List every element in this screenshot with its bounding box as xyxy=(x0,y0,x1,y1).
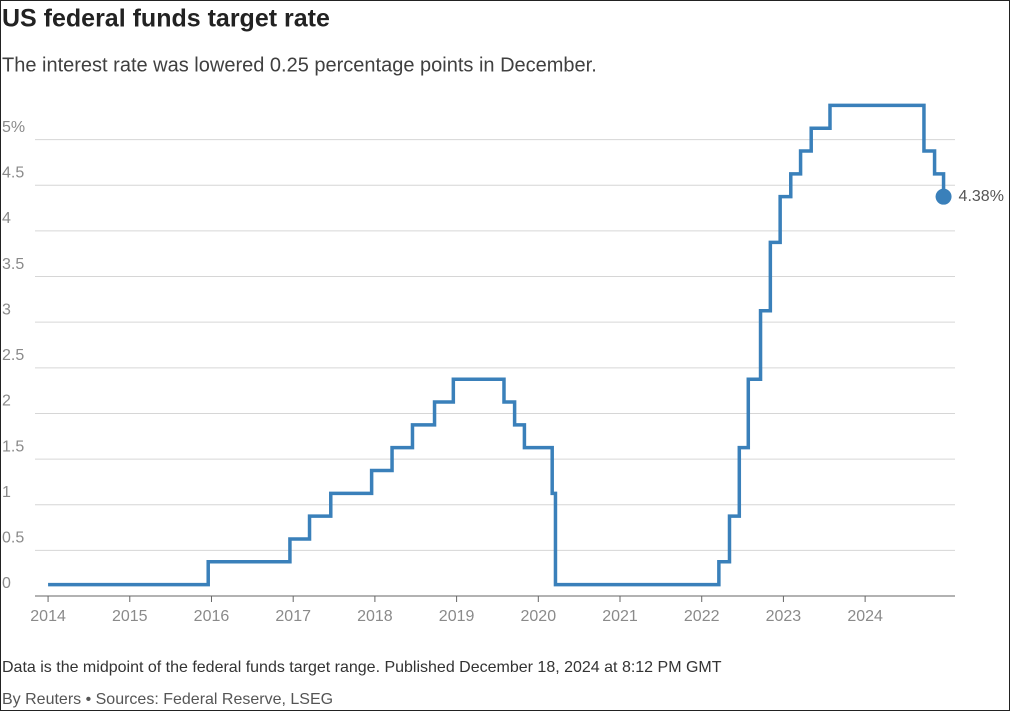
y-tick-label: 2 xyxy=(2,393,11,410)
chart-title: US federal funds target rate xyxy=(2,5,330,33)
x-tick-label: 2015 xyxy=(112,608,148,625)
y-tick-label: 0 xyxy=(2,575,11,592)
source: By Reuters • Sources: Federal Reserve, L… xyxy=(2,691,333,708)
y-tick-label: 3.5 xyxy=(2,256,24,273)
y-tick-label: 1 xyxy=(2,484,11,501)
x-tick-label: 2017 xyxy=(275,608,311,625)
end-label: 4.38% xyxy=(959,188,1004,205)
y-tick-label: 1.5 xyxy=(2,438,24,455)
y-tick-label: 4.5 xyxy=(2,164,24,181)
x-tick-label: 2024 xyxy=(847,608,883,625)
x-tick-label: 2022 xyxy=(684,608,720,625)
y-tick-label: 3 xyxy=(2,301,11,318)
x-tick-label: 2019 xyxy=(439,608,475,625)
x-tick-label: 2021 xyxy=(602,608,638,625)
y-tick-label: 4 xyxy=(2,210,11,227)
chart-subtitle: The interest rate was lowered 0.25 perce… xyxy=(2,54,597,76)
y-tick-label: 0.5 xyxy=(2,530,24,547)
end-dot xyxy=(935,188,952,205)
footnote: Data is the midpoint of the federal fund… xyxy=(2,659,722,676)
x-tick-label: 2014 xyxy=(30,608,66,625)
x-tick-label: 2023 xyxy=(766,608,802,625)
x-tick-label: 2016 xyxy=(194,608,230,625)
x-tick-label: 2020 xyxy=(521,608,557,625)
y-tick-label: 5% xyxy=(2,119,25,136)
step-line xyxy=(48,103,946,587)
x-tick-label: 2018 xyxy=(357,608,393,625)
y-tick-label: 2.5 xyxy=(2,347,24,364)
